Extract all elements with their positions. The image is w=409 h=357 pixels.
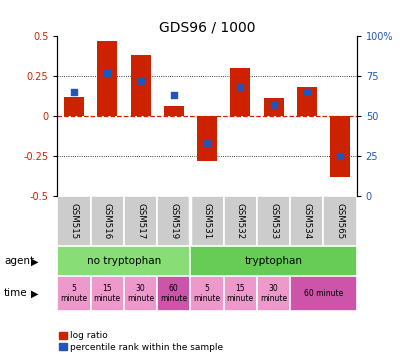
- Bar: [190, 276, 223, 311]
- Bar: [90, 196, 124, 246]
- Bar: [157, 196, 190, 246]
- Bar: [256, 276, 290, 311]
- Text: GSM519: GSM519: [169, 203, 178, 239]
- Text: 5
minute: 5 minute: [193, 284, 220, 303]
- Bar: [290, 276, 356, 311]
- Legend: log ratio, percentile rank within the sample: log ratio, percentile rank within the sa…: [58, 331, 224, 352]
- Text: no tryptophan: no tryptophan: [87, 256, 161, 266]
- Bar: [57, 276, 90, 311]
- Point: [170, 92, 177, 98]
- Point: [336, 153, 342, 159]
- Point: [270, 102, 276, 107]
- Bar: [124, 276, 157, 311]
- Point: [203, 140, 210, 146]
- Bar: [124, 196, 157, 246]
- Bar: [223, 276, 256, 311]
- Text: tryptophan: tryptophan: [244, 256, 302, 266]
- Point: [104, 70, 110, 75]
- Text: 60
minute: 60 minute: [160, 284, 187, 303]
- Bar: [263, 98, 283, 116]
- Bar: [290, 196, 323, 246]
- Bar: [197, 116, 216, 161]
- Bar: [57, 246, 190, 276]
- Bar: [190, 196, 223, 246]
- Bar: [97, 40, 117, 116]
- Point: [236, 84, 243, 90]
- Bar: [256, 196, 290, 246]
- Text: GSM515: GSM515: [70, 203, 79, 240]
- Bar: [164, 106, 183, 116]
- Text: 30
minute: 30 minute: [127, 284, 154, 303]
- Bar: [190, 246, 356, 276]
- Point: [137, 78, 144, 84]
- Text: 5
minute: 5 minute: [60, 284, 88, 303]
- Text: ▶: ▶: [31, 288, 38, 298]
- Text: 30
minute: 30 minute: [259, 284, 286, 303]
- Text: GSM517: GSM517: [136, 203, 145, 240]
- Bar: [64, 97, 84, 116]
- Text: 15
minute: 15 minute: [94, 284, 121, 303]
- Bar: [296, 87, 316, 116]
- Point: [303, 89, 309, 95]
- Bar: [90, 276, 124, 311]
- Text: ▶: ▶: [31, 256, 38, 266]
- Text: GSM533: GSM533: [268, 203, 277, 240]
- Text: GSM531: GSM531: [202, 203, 211, 240]
- Bar: [57, 196, 90, 246]
- Title: GDS96 / 1000: GDS96 / 1000: [158, 21, 255, 35]
- Text: 60 minute: 60 minute: [303, 289, 342, 298]
- Bar: [130, 55, 150, 116]
- Bar: [157, 276, 190, 311]
- Text: GSM534: GSM534: [301, 203, 310, 240]
- Text: GSM565: GSM565: [335, 203, 344, 240]
- Point: [71, 89, 77, 95]
- Bar: [329, 116, 349, 177]
- Text: GSM532: GSM532: [235, 203, 244, 240]
- Text: GSM516: GSM516: [103, 203, 112, 240]
- Text: agent: agent: [4, 256, 34, 266]
- Bar: [323, 196, 356, 246]
- Bar: [223, 196, 256, 246]
- Bar: [230, 68, 249, 116]
- Text: time: time: [4, 288, 28, 298]
- Text: 15
minute: 15 minute: [226, 284, 253, 303]
